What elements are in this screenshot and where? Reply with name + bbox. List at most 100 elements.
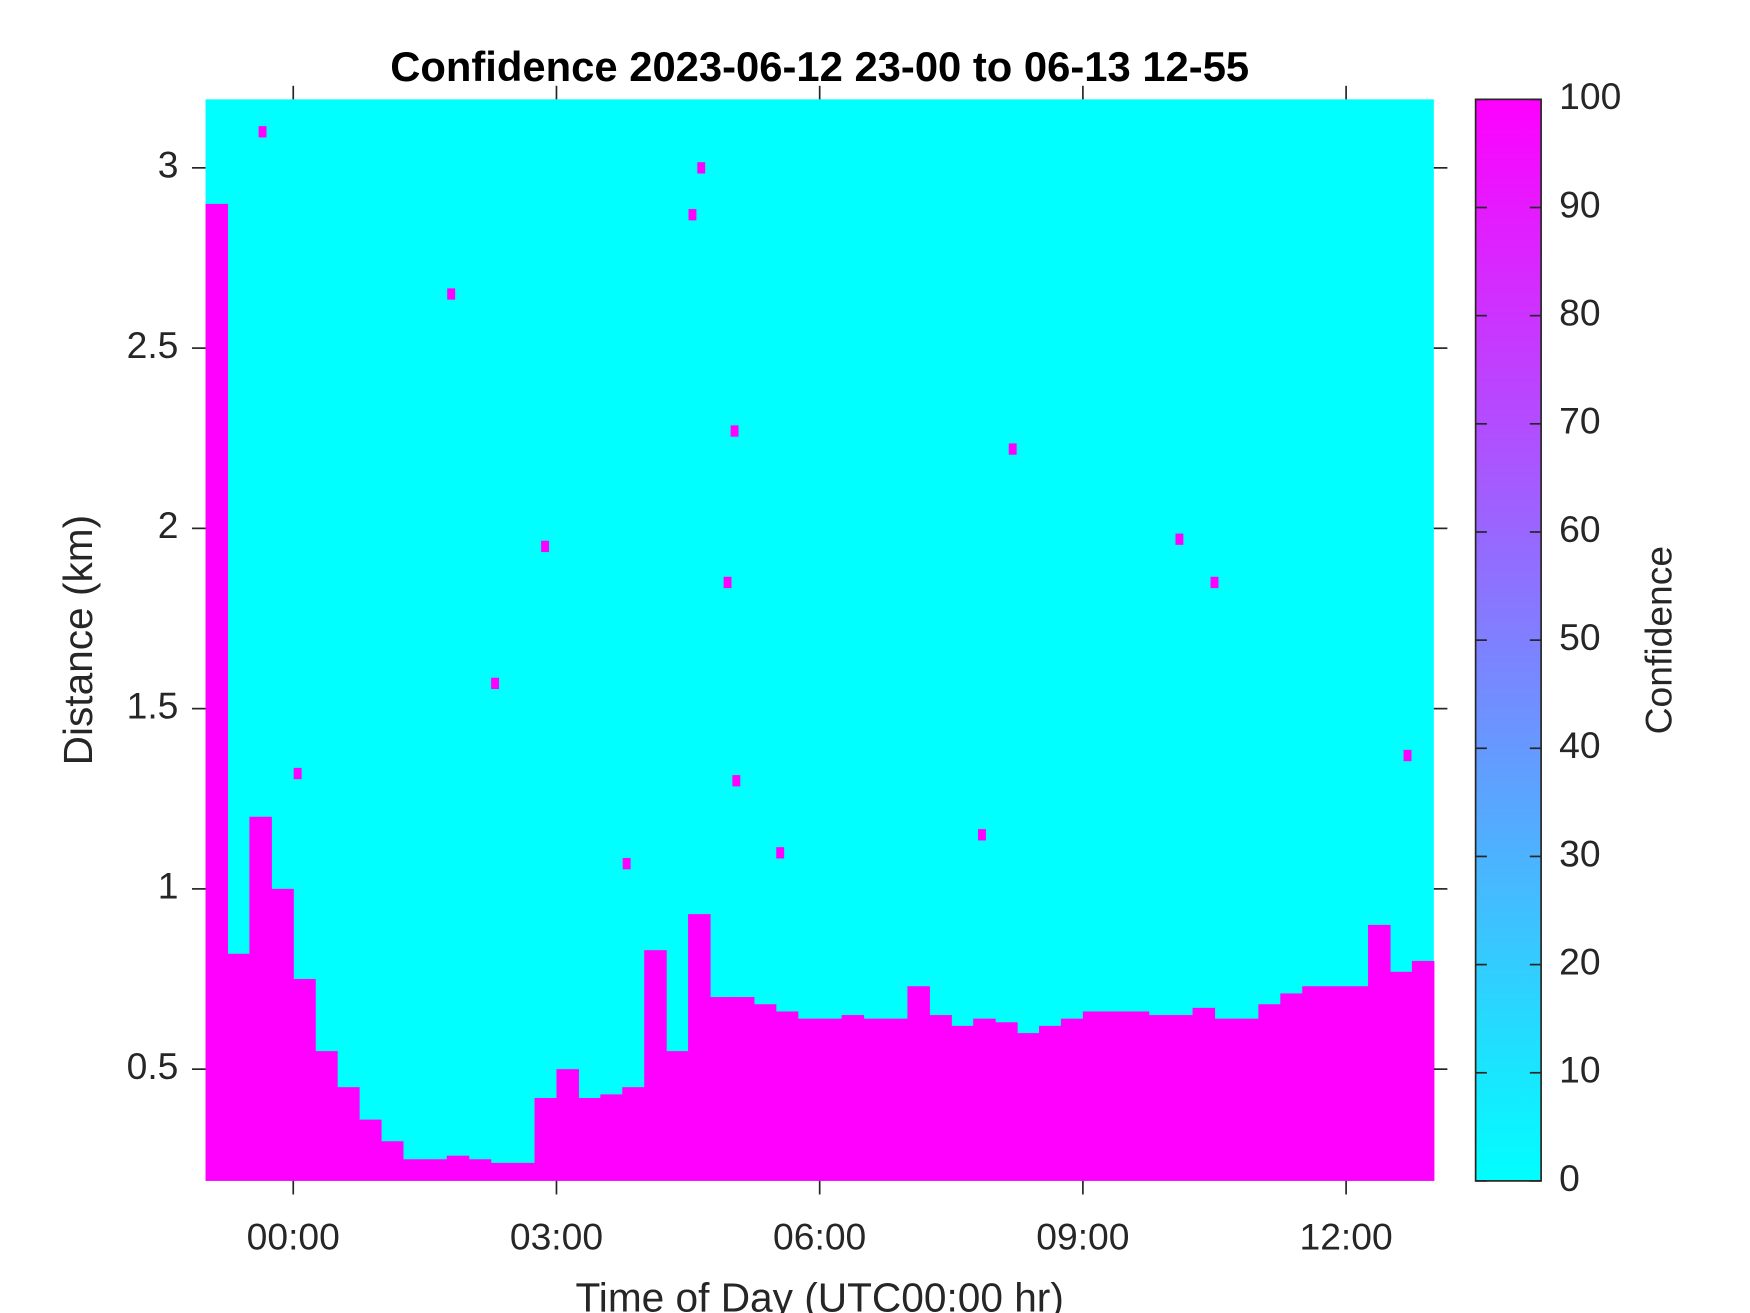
heatmap-column xyxy=(1082,1011,1106,1181)
heatmap-column xyxy=(688,914,711,1181)
heatmap-column xyxy=(1017,1033,1040,1181)
heatmap-column xyxy=(490,1162,514,1181)
heatmap-cell xyxy=(776,847,785,859)
heatmap-cell xyxy=(697,162,706,174)
heatmap-column xyxy=(227,953,250,1181)
heatmap-column xyxy=(644,950,667,1181)
heatmap-column xyxy=(468,1159,492,1181)
x-tick-label: 09:00 xyxy=(1036,1215,1129,1257)
heatmap-cell xyxy=(1008,443,1017,455)
x-axis-label: Time of Day (UTC00:00 hr) xyxy=(575,1274,1063,1313)
y-tick-label: 1.5 xyxy=(127,684,179,726)
heatmap-column xyxy=(1060,1018,1084,1181)
colorbar-tick-label: 20 xyxy=(1559,940,1600,982)
heatmap-cell xyxy=(723,576,732,589)
heatmap-column xyxy=(841,1015,865,1181)
heatmap-cell xyxy=(730,425,739,437)
colorbar-tick-label: 80 xyxy=(1559,292,1600,334)
heatmap-column xyxy=(951,1025,974,1181)
heatmap-column xyxy=(1236,1018,1259,1181)
heatmap-column xyxy=(973,1018,996,1181)
heatmap-column xyxy=(446,1155,470,1181)
heatmap-cell xyxy=(1210,576,1219,589)
heatmap-column xyxy=(424,1159,448,1181)
heatmap-column xyxy=(556,1069,579,1181)
heatmap-column xyxy=(1389,971,1413,1181)
heatmap-cell xyxy=(541,540,550,553)
heatmap-column xyxy=(359,1119,382,1181)
heatmap-column xyxy=(402,1159,426,1181)
heatmap-column xyxy=(1411,960,1435,1181)
heatmap-column xyxy=(885,1018,908,1181)
heatmap-column xyxy=(907,986,930,1181)
heatmap-column xyxy=(1148,1015,1172,1181)
colorbar-tick-label: 50 xyxy=(1559,616,1600,658)
heatmap-column xyxy=(1324,986,1347,1181)
colorbar-tick-label: 100 xyxy=(1559,75,1621,117)
heatmap-column xyxy=(600,1094,623,1181)
heatmap-background xyxy=(205,99,1434,1181)
heatmap-column xyxy=(710,997,733,1181)
colorbar-tick-label: 30 xyxy=(1559,832,1600,874)
colorbar-label: Confidence xyxy=(1638,546,1680,734)
colorbar-tick-label: 90 xyxy=(1559,183,1600,225)
y-tick-label: 3 xyxy=(158,144,179,186)
colorbar-tick-label: 10 xyxy=(1559,1049,1600,1091)
heatmap-cell xyxy=(447,288,456,300)
heatmap-cell xyxy=(1175,533,1184,545)
y-axis-label: Distance (km) xyxy=(55,515,101,766)
heatmap-column xyxy=(1280,993,1303,1181)
heatmap-column xyxy=(534,1097,558,1181)
colorbar-tick-label: 40 xyxy=(1559,724,1600,766)
colorbar-tick-label: 70 xyxy=(1559,400,1600,442)
heatmap-column xyxy=(578,1097,601,1181)
heatmap-column xyxy=(753,1004,777,1181)
heatmap-column xyxy=(622,1087,645,1181)
heatmap-column xyxy=(1214,1018,1237,1181)
heatmap-column xyxy=(380,1141,404,1181)
heatmap-cell xyxy=(732,775,741,787)
y-tick-label: 0.5 xyxy=(127,1045,179,1087)
heatmap-cell xyxy=(491,677,500,690)
heatmap-column xyxy=(249,816,272,1181)
heatmap-column xyxy=(512,1162,536,1181)
heatmap-cell xyxy=(688,209,697,221)
heatmap-cell xyxy=(293,767,302,780)
heatmap-column xyxy=(293,979,316,1181)
heatmap-column xyxy=(731,997,755,1181)
heatmap-column xyxy=(863,1018,887,1181)
x-tick-label: 06:00 xyxy=(773,1215,866,1257)
heatmap-column xyxy=(1368,924,1391,1181)
heatmap-column xyxy=(205,203,229,1181)
heatmap-cell xyxy=(622,858,631,870)
chart-title: Confidence 2023-06-12 23-00 to 06-13 12-… xyxy=(390,43,1249,90)
heatmap-column xyxy=(995,1022,1018,1181)
heatmap-column xyxy=(819,1018,843,1181)
heatmap-column xyxy=(1104,1011,1128,1181)
y-tick-label: 2.5 xyxy=(127,324,179,366)
heatmap-column xyxy=(271,888,294,1181)
heatmap-column xyxy=(797,1018,821,1181)
heatmap-column xyxy=(1039,1025,1062,1181)
heatmap-column xyxy=(315,1051,338,1181)
heatmap-cell xyxy=(1403,749,1412,762)
heatmap-column xyxy=(1192,1007,1216,1181)
x-tick-label: 03:00 xyxy=(510,1215,603,1257)
heatmap-column xyxy=(1258,1004,1281,1181)
heatmap-column xyxy=(1126,1011,1150,1181)
colorbar-tick-label: 60 xyxy=(1559,508,1600,550)
y-tick-label: 1 xyxy=(158,865,179,907)
heatmap-column xyxy=(1170,1015,1194,1181)
y-tick-label: 2 xyxy=(158,504,179,546)
x-tick-label: 00:00 xyxy=(247,1215,340,1257)
heatmap-column xyxy=(1302,986,1325,1181)
colorbar-tick-label: 0 xyxy=(1559,1157,1580,1199)
heatmap-column xyxy=(775,1011,799,1181)
heatmap-cell xyxy=(978,829,986,841)
heatmap-column xyxy=(929,1015,952,1181)
heatmap-column xyxy=(1346,986,1369,1181)
heatmap-column xyxy=(666,1051,689,1181)
x-tick-label: 12:00 xyxy=(1299,1215,1392,1257)
